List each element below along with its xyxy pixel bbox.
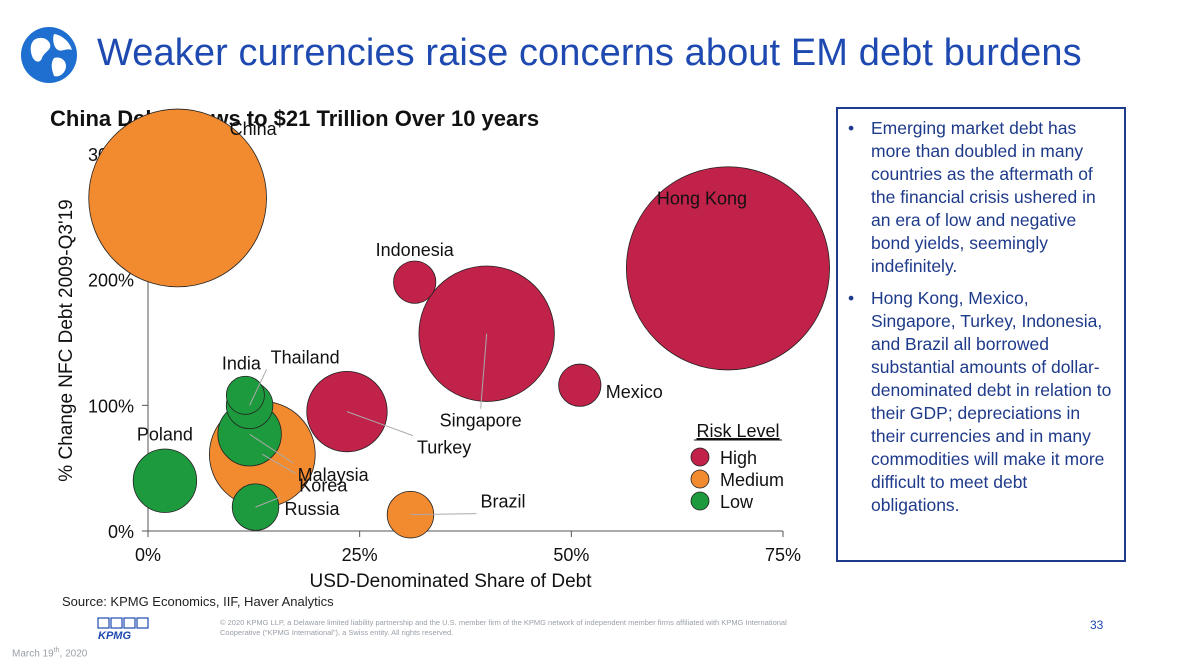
globe-icon <box>21 27 77 83</box>
point-label: Turkey <box>417 438 471 458</box>
leader-line <box>480 333 488 409</box>
point-label: Russia <box>285 499 341 519</box>
bubble-singapore <box>418 265 555 402</box>
commentary-bullet: • Emerging market debt has more than dou… <box>842 117 1114 278</box>
date-suffix-sup: th <box>53 647 60 654</box>
bubble-russia <box>231 483 280 531</box>
legend-label-high: High <box>720 448 757 468</box>
y-tick-label: 0% <box>108 522 134 542</box>
point-label: China <box>230 119 278 139</box>
point-label: Mexico <box>606 382 663 402</box>
y-axis-title: % Change NFC Debt 2009-Q3'19 <box>56 199 77 481</box>
point-label: Hong Kong <box>657 188 747 208</box>
page-title: Weaker currencies raise concerns about E… <box>97 32 1082 74</box>
legal-notice: © 2020 KPMG LLP, a Delaware limited liab… <box>220 618 787 637</box>
legend-swatch-high <box>690 447 710 467</box>
date-stamp: March 19th, 2020 <box>12 647 87 659</box>
bullet-marker: • <box>848 118 855 138</box>
y-tick-label: 100% <box>88 396 134 416</box>
point-label: Korea <box>299 475 348 495</box>
date-year: , 2020 <box>59 648 88 660</box>
commentary-text: Hong Kong, Mexico, Singapore, Turkey, In… <box>871 288 1112 515</box>
bubble-india <box>225 375 265 415</box>
x-tick-label: 75% <box>765 545 801 565</box>
source-note: Source: KPMG Economics, IIF, Haver Analy… <box>62 594 334 609</box>
point-label: Singapore <box>440 411 522 431</box>
bubble-chart: 0%100%200%300%0%25%50%75%USD-Denominated… <box>56 108 830 592</box>
page-number: 33 <box>1090 618 1104 632</box>
x-axis-title: USD-Denominated Share of Debt <box>310 571 593 592</box>
bubble-indonesia <box>393 260 437 304</box>
leader-line <box>262 453 296 474</box>
kpmg-logo: KPMG <box>97 617 149 641</box>
legend-label-low: Low <box>720 492 754 512</box>
legend-swatch-low <box>690 491 710 511</box>
point-label: Poland <box>137 425 193 445</box>
point-label: Indonesia <box>376 240 455 260</box>
commentary-bullet: • Hong Kong, Mexico, Singapore, Turkey, … <box>842 287 1114 517</box>
commentary-box: • Emerging market debt has more than dou… <box>836 107 1126 562</box>
legend-label-medium: Medium <box>720 470 784 490</box>
x-tick-label: 25% <box>342 545 378 565</box>
legend-title: Risk Level <box>696 421 779 441</box>
logo-text: KPMG <box>98 630 131 641</box>
bubble-mexico <box>558 363 602 407</box>
bubble-china <box>88 108 267 288</box>
point-label: Malaysia <box>298 465 370 485</box>
leader-line <box>249 433 294 464</box>
leader-line <box>410 513 477 516</box>
leader-line <box>255 496 281 508</box>
y-tick-label: 200% <box>88 271 134 291</box>
leader-line <box>249 369 268 406</box>
legend-swatch-medium <box>690 469 710 489</box>
leader-line <box>346 411 414 437</box>
bubble-hong-kong <box>625 166 830 371</box>
commentary-text: Emerging market debt has more than doubl… <box>871 118 1096 276</box>
bubble-poland <box>132 448 198 513</box>
point-label: Brazil <box>480 492 525 512</box>
date-prefix: March 19 <box>12 648 54 660</box>
x-tick-label: 0% <box>135 545 161 565</box>
point-label: Thailand <box>271 347 340 367</box>
bubble-turkey <box>306 370 388 453</box>
bullet-marker: • <box>848 288 855 308</box>
point-label: India <box>222 353 262 373</box>
x-tick-label: 50% <box>553 545 589 565</box>
